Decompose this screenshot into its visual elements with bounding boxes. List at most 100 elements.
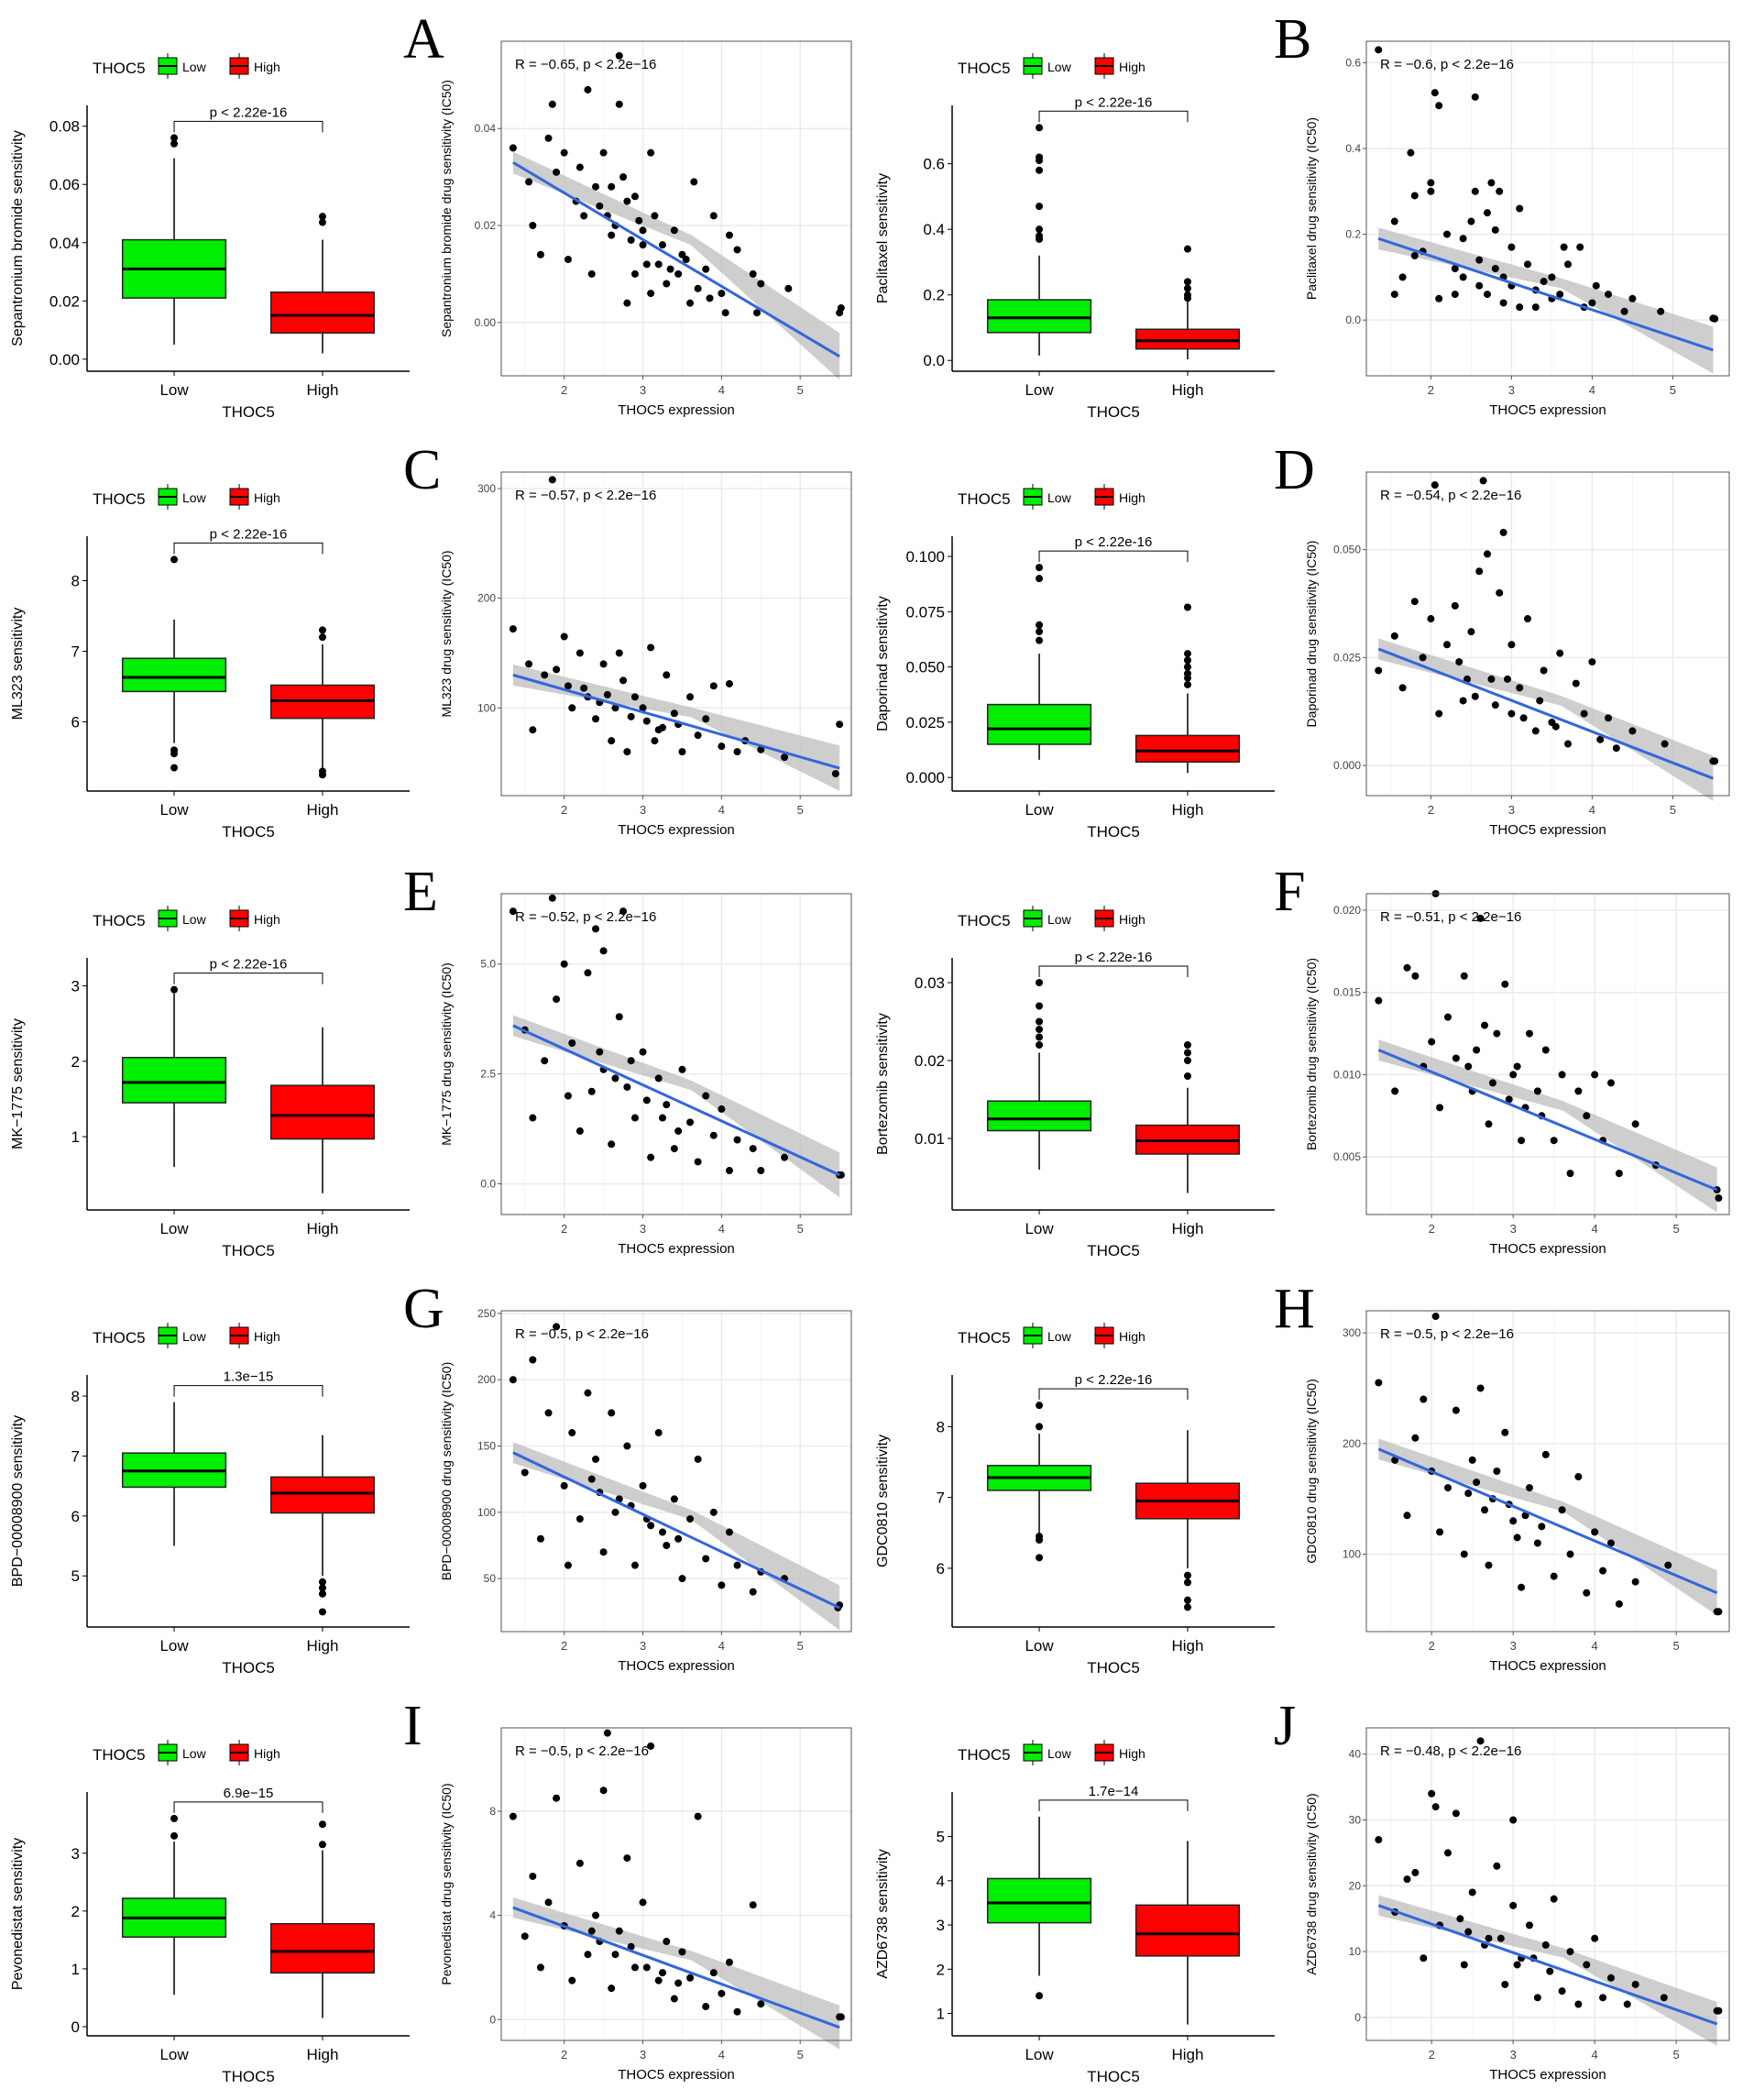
x-tick-label: 2: [561, 1222, 567, 1236]
x-axis-title: THOC5: [222, 403, 275, 421]
outlier-point: [318, 213, 326, 221]
data-point: [1504, 675, 1511, 683]
data-point: [1390, 217, 1398, 225]
x-tick-label: 3: [1510, 2048, 1517, 2062]
data-point: [1491, 225, 1499, 234]
data-point: [536, 1534, 544, 1543]
boxplot-svg: THOC5 Low High 0.000 0.025 0.050 0.075 0.100 Dap…: [875, 484, 1275, 841]
data-point: [608, 1409, 616, 1417]
x-tick-label: 3: [640, 803, 646, 817]
outlier-point: [1183, 278, 1191, 286]
outlier-point: [1183, 1596, 1191, 1604]
p-value-label: 1.3e−15: [224, 1369, 274, 1385]
y-axis-title: MK−1775 drug sensitivity (IC50): [439, 962, 454, 1146]
data-point: [670, 1495, 678, 1503]
data-point: [1473, 1046, 1481, 1054]
x-tick-label: High: [306, 2046, 338, 2063]
y-tick-label: 2.5: [480, 1068, 496, 1081]
regression-line: [512, 1024, 840, 1177]
p-value-label: p < 2.22e-16: [1075, 534, 1153, 550]
legend-label: High: [254, 1329, 280, 1344]
y-axis-title: Paclitaxel drug sensitivity (IC50): [1304, 117, 1319, 300]
y-axis-title: Paclitaxel sensitivity: [875, 173, 891, 303]
data-point: [1496, 588, 1504, 597]
x-tick-label: 5: [1673, 2048, 1680, 2062]
legend-label: Low: [1047, 1329, 1072, 1344]
data-point: [1513, 1062, 1521, 1071]
data-point: [608, 231, 616, 239]
y-tick-label: 5.0: [480, 958, 496, 971]
data-point: [837, 1171, 845, 1179]
box-high: [269, 291, 376, 334]
data-point: [611, 1074, 619, 1083]
legend-title: THOC5: [93, 1329, 146, 1347]
data-point: [1509, 1901, 1518, 1909]
data-point: [521, 1932, 529, 1941]
data-point: [509, 1812, 517, 1820]
legend-label: High: [254, 912, 280, 927]
confidence-band: [512, 1442, 840, 1631]
data-point: [1403, 1875, 1411, 1884]
x-axis-title: THOC5: [1087, 1242, 1140, 1259]
legend-label: Low: [182, 1329, 207, 1344]
y-tick-label: 0.025: [1333, 651, 1361, 664]
outlier-point: [1036, 166, 1044, 174]
data-point: [608, 182, 616, 191]
data-point: [584, 969, 592, 977]
regression-line: [512, 1906, 840, 2029]
data-point: [1471, 93, 1479, 101]
box-low: [986, 1100, 1092, 1132]
box-low: [986, 1877, 1092, 1924]
data-point: [651, 212, 659, 220]
data-point: [686, 299, 695, 307]
data-point: [1558, 1506, 1566, 1514]
data-point: [1485, 1120, 1493, 1128]
y-tick-label: 0.6: [923, 156, 945, 173]
data-point: [1548, 273, 1556, 281]
data-point: [1459, 697, 1467, 705]
outlier-point: [1183, 669, 1191, 677]
x-tick-label: 3: [1508, 383, 1515, 397]
x-tick-label: 4: [718, 2048, 725, 2062]
data-point: [1427, 187, 1435, 195]
data-point: [1524, 260, 1531, 269]
data-point: [1427, 615, 1435, 623]
x-tick-label: 4: [718, 1639, 725, 1653]
x-tick-label: 4: [1589, 383, 1595, 397]
y-tick-label: 20: [1349, 1879, 1362, 1892]
significance-bracket: [173, 973, 323, 984]
y-tick-label: 0.01: [915, 1130, 945, 1148]
legend-label: Low: [182, 490, 207, 505]
regression-line: [1377, 1447, 1718, 1595]
outlier-point: [170, 764, 179, 772]
outlier-point: [1036, 1041, 1044, 1049]
data-point: [1431, 89, 1439, 97]
data-point: [630, 192, 639, 201]
x-tick-label: Low: [1025, 2046, 1054, 2063]
data-point: [619, 173, 628, 181]
data-point: [1538, 1523, 1546, 1531]
data-point: [733, 748, 741, 756]
y-tick-label: 0.00: [49, 351, 80, 368]
significance-bracket: [173, 1801, 323, 1813]
boxplot-panel-C: THOC5 Low High 6 7 8 ML323 sensitivity Low High p…: [0, 431, 423, 851]
data-point: [1443, 641, 1451, 649]
legend-label: High: [254, 60, 280, 74]
outlier-point: [318, 633, 326, 642]
outlier-point: [170, 134, 179, 142]
data-point: [784, 284, 793, 292]
data-point: [627, 1057, 635, 1065]
outlier-point: [1183, 1041, 1191, 1049]
data-point: [536, 1963, 544, 1972]
p-value-label: p < 2.22e-16: [1075, 1372, 1153, 1388]
outlier-point: [170, 746, 179, 754]
outlier-point: [318, 218, 326, 226]
data-point: [553, 995, 561, 1004]
regression-line: [512, 673, 840, 770]
data-point: [1566, 1948, 1574, 1956]
data-point: [670, 709, 678, 718]
outlier-point: [1183, 680, 1191, 688]
data-point: [1631, 1578, 1639, 1586]
data-point: [749, 1145, 757, 1153]
y-axis-title: AZD6738 sensitivity: [875, 1849, 891, 1978]
